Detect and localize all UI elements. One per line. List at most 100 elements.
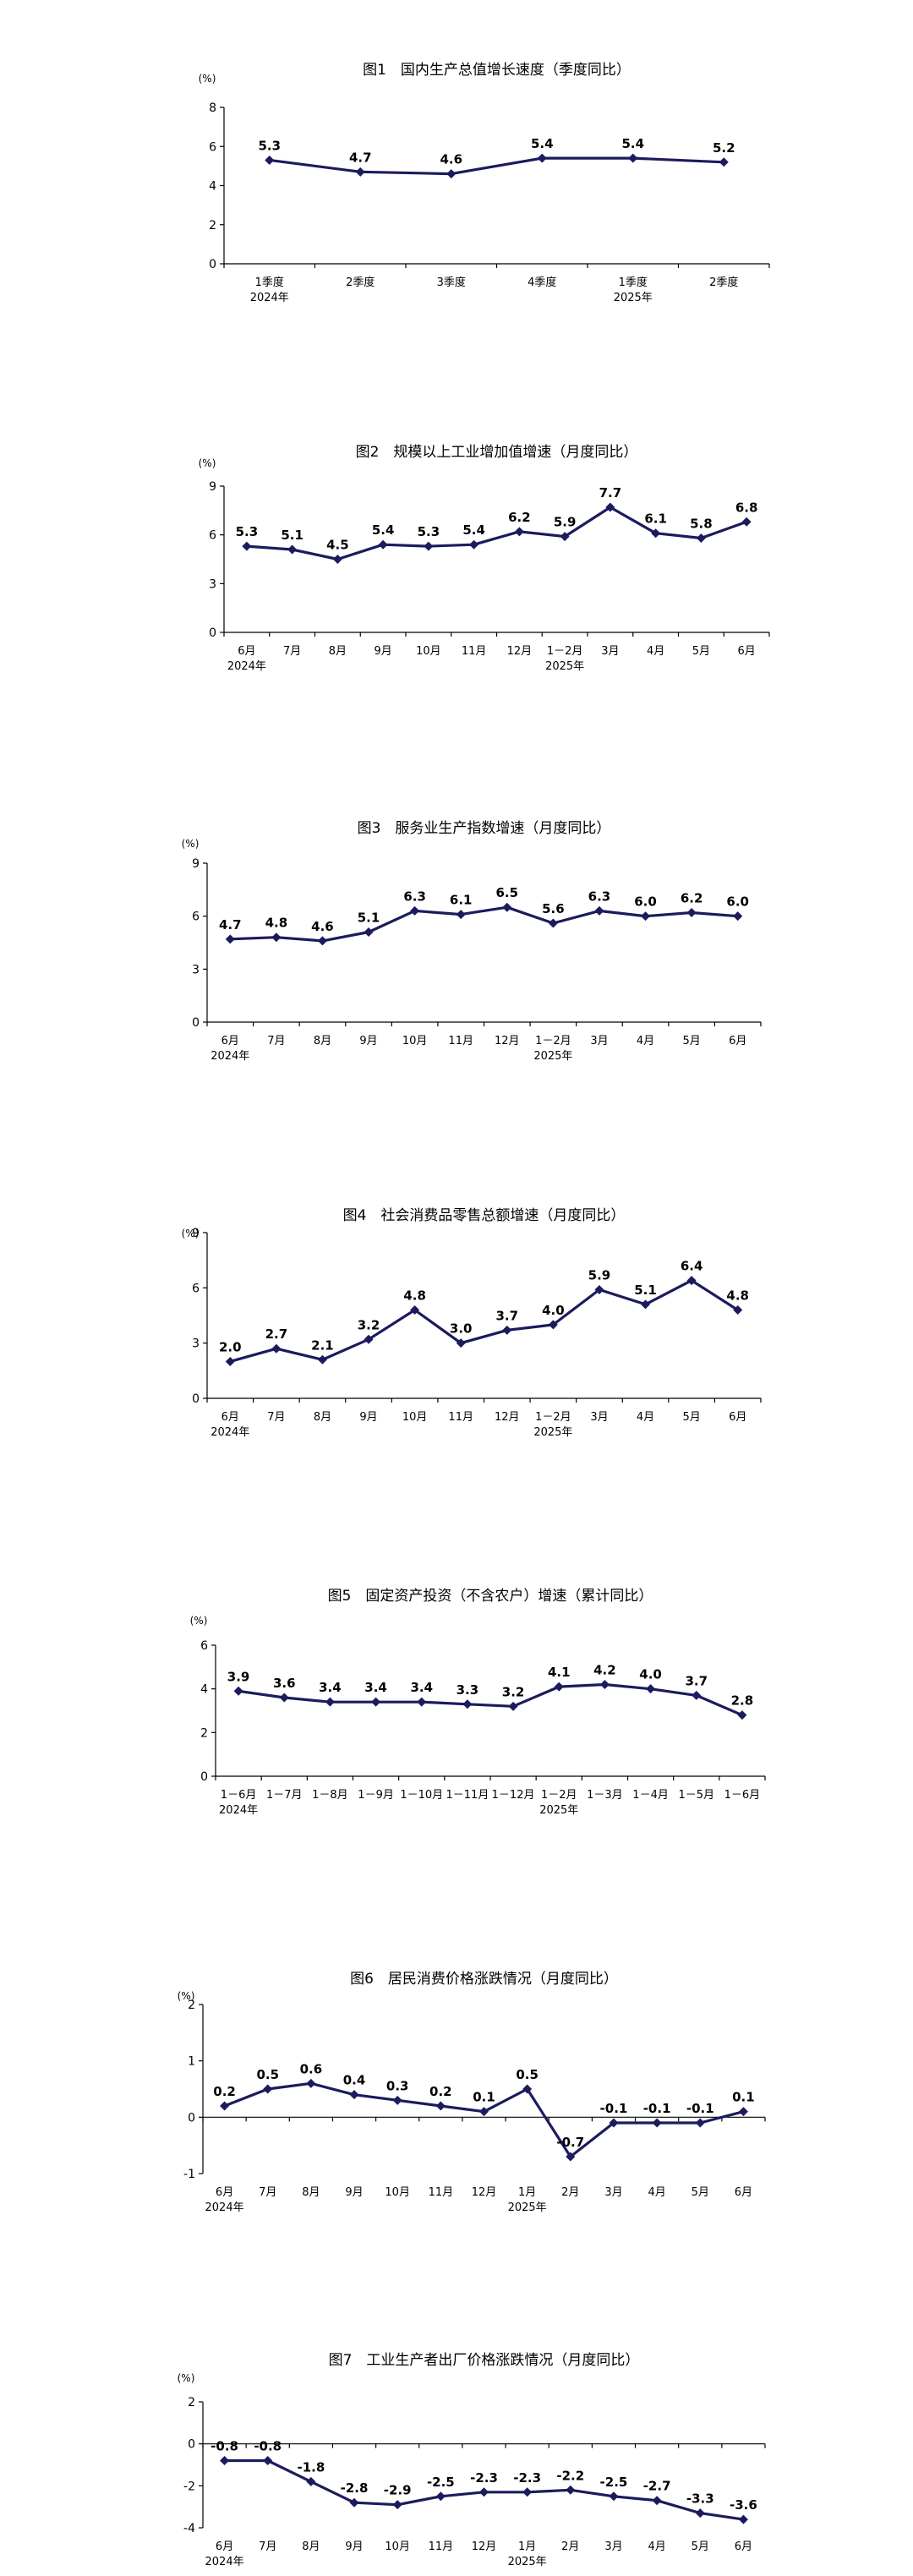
data-point [417, 1697, 427, 1707]
data-point [242, 541, 252, 551]
data-label: 6.2 [508, 510, 531, 525]
data-label: 3.9 [227, 1669, 250, 1684]
y-tick-label: 0 [192, 1016, 200, 1030]
data-label: 0.1 [732, 2090, 755, 2105]
y-unit-label: (%) [199, 457, 216, 469]
data-label: 0.2 [429, 2084, 452, 2099]
x-tick-label: 10月 [385, 2540, 410, 2553]
data-point [325, 1697, 335, 1707]
x-tick-label: 1－3月 [587, 1789, 623, 1802]
data-label: -2.3 [513, 2470, 541, 2486]
data-point [686, 1276, 697, 1286]
x-tick-label: 4月 [648, 2186, 665, 2199]
x-tick-label: 6月 [729, 1411, 746, 1424]
data-point [435, 2101, 446, 2111]
x-tick-label: 11月 [448, 1411, 473, 1424]
x-tick-label: 1－6月 [724, 1789, 761, 1802]
x-tick-label: 1－2月 [535, 1411, 571, 1424]
x-tick-label: 10月 [385, 2186, 410, 2199]
x-tick-label: 1－9月 [358, 1789, 394, 1802]
y-unit-label: (%) [199, 73, 216, 85]
x-tick-label: 3月 [601, 645, 619, 658]
data-point [364, 1334, 374, 1344]
y-tick-label: 0 [188, 2111, 195, 2125]
data-point [737, 1710, 747, 1720]
data-point [696, 533, 706, 544]
x-tick-label: 8月 [329, 645, 347, 658]
data-label: 0.2 [213, 2084, 236, 2099]
y-tick-label: 6 [209, 140, 216, 154]
data-point [392, 2095, 402, 2105]
x-tick-label: 1－12月 [492, 1789, 535, 1802]
x-tick-label: 8月 [314, 1411, 331, 1424]
data-point [741, 517, 752, 527]
data-label: 6.0 [634, 894, 657, 910]
data-label: 5.1 [281, 528, 303, 543]
y-tick-label: 0 [188, 2438, 195, 2452]
data-point [410, 1304, 420, 1315]
data-point [263, 2456, 273, 2466]
chart-title: 图4 社会消费品零售总额增速（月度同比） [343, 1207, 626, 1224]
data-label: 4.1 [548, 1665, 571, 1680]
data-point [456, 910, 466, 920]
x-tick-label: 9月 [345, 2186, 363, 2199]
x-tick-label: 12月 [495, 1411, 520, 1424]
y-tick-label: 2 [200, 1726, 208, 1740]
data-point [233, 1686, 243, 1696]
data-point [719, 157, 729, 167]
x-year-label: 2024年 [205, 2556, 244, 2568]
chart-2: 图2 规模以上工业增加值增速（月度同比） (%) 0 3 6 9 6月 2024年 7月 8月 9月… [199, 444, 770, 673]
data-point [355, 167, 365, 177]
y-tick-label: 2 [209, 219, 216, 232]
data-point [446, 169, 456, 179]
series-line [238, 1682, 743, 1717]
data-point [271, 933, 282, 943]
data-point [733, 1304, 743, 1315]
data-label: 2.7 [265, 1326, 288, 1342]
data-label: 5.1 [634, 1283, 657, 1298]
x-tick-label: 6月 [221, 1411, 239, 1424]
data-point [410, 905, 420, 916]
x-tick-label: 6月 [729, 1035, 746, 1047]
data-point [479, 2107, 489, 2117]
data-point [332, 555, 342, 564]
x-tick-label: 1季度 [619, 276, 648, 289]
data-point [508, 1701, 518, 1711]
data-label: 6.2 [681, 890, 703, 905]
y-tick-label: 3 [192, 1337, 200, 1351]
y-tick-label: -4 [183, 2522, 195, 2535]
x-tick-label: 1月 [518, 2186, 536, 2199]
data-point [378, 539, 388, 550]
data-point [469, 539, 479, 550]
data-point [566, 2152, 576, 2162]
x-tick-label: 7月 [283, 645, 301, 658]
series-line [246, 506, 747, 561]
x-tick-label: 3月 [590, 1035, 608, 1047]
data-point [566, 2485, 576, 2495]
x-tick-label: 7月 [267, 1035, 285, 1047]
data-point [641, 1299, 651, 1310]
x-year-label: 2024年 [205, 2201, 244, 2214]
y-tick-label: 2 [188, 1999, 195, 2012]
data-label: -0.8 [254, 2439, 282, 2454]
x-tick-label: 6月 [216, 2186, 233, 2199]
data-label: 6.5 [496, 885, 519, 900]
data-point [605, 502, 615, 512]
y-unit-label: (%) [190, 1615, 208, 1627]
x-tick-label: 5月 [692, 645, 710, 658]
data-point [462, 1699, 473, 1709]
data-point [502, 1325, 512, 1335]
x-tick-label: 6月 [238, 645, 255, 658]
x-tick-label: 11月 [448, 1035, 473, 1047]
x-year-label: 2024年 [219, 1804, 258, 1817]
data-point [609, 2118, 619, 2128]
x-year-label: 2025年 [508, 2201, 547, 2214]
data-label: 4.5 [326, 538, 349, 553]
x-tick-label: 1－7月 [266, 1789, 303, 1802]
data-point [652, 2496, 662, 2506]
data-label: -0.1 [600, 2101, 628, 2116]
y-tick-label: 3 [209, 577, 216, 591]
y-unit-label: (%) [182, 838, 200, 850]
x-tick-label: 4季度 [528, 276, 556, 289]
data-point [371, 1697, 381, 1707]
